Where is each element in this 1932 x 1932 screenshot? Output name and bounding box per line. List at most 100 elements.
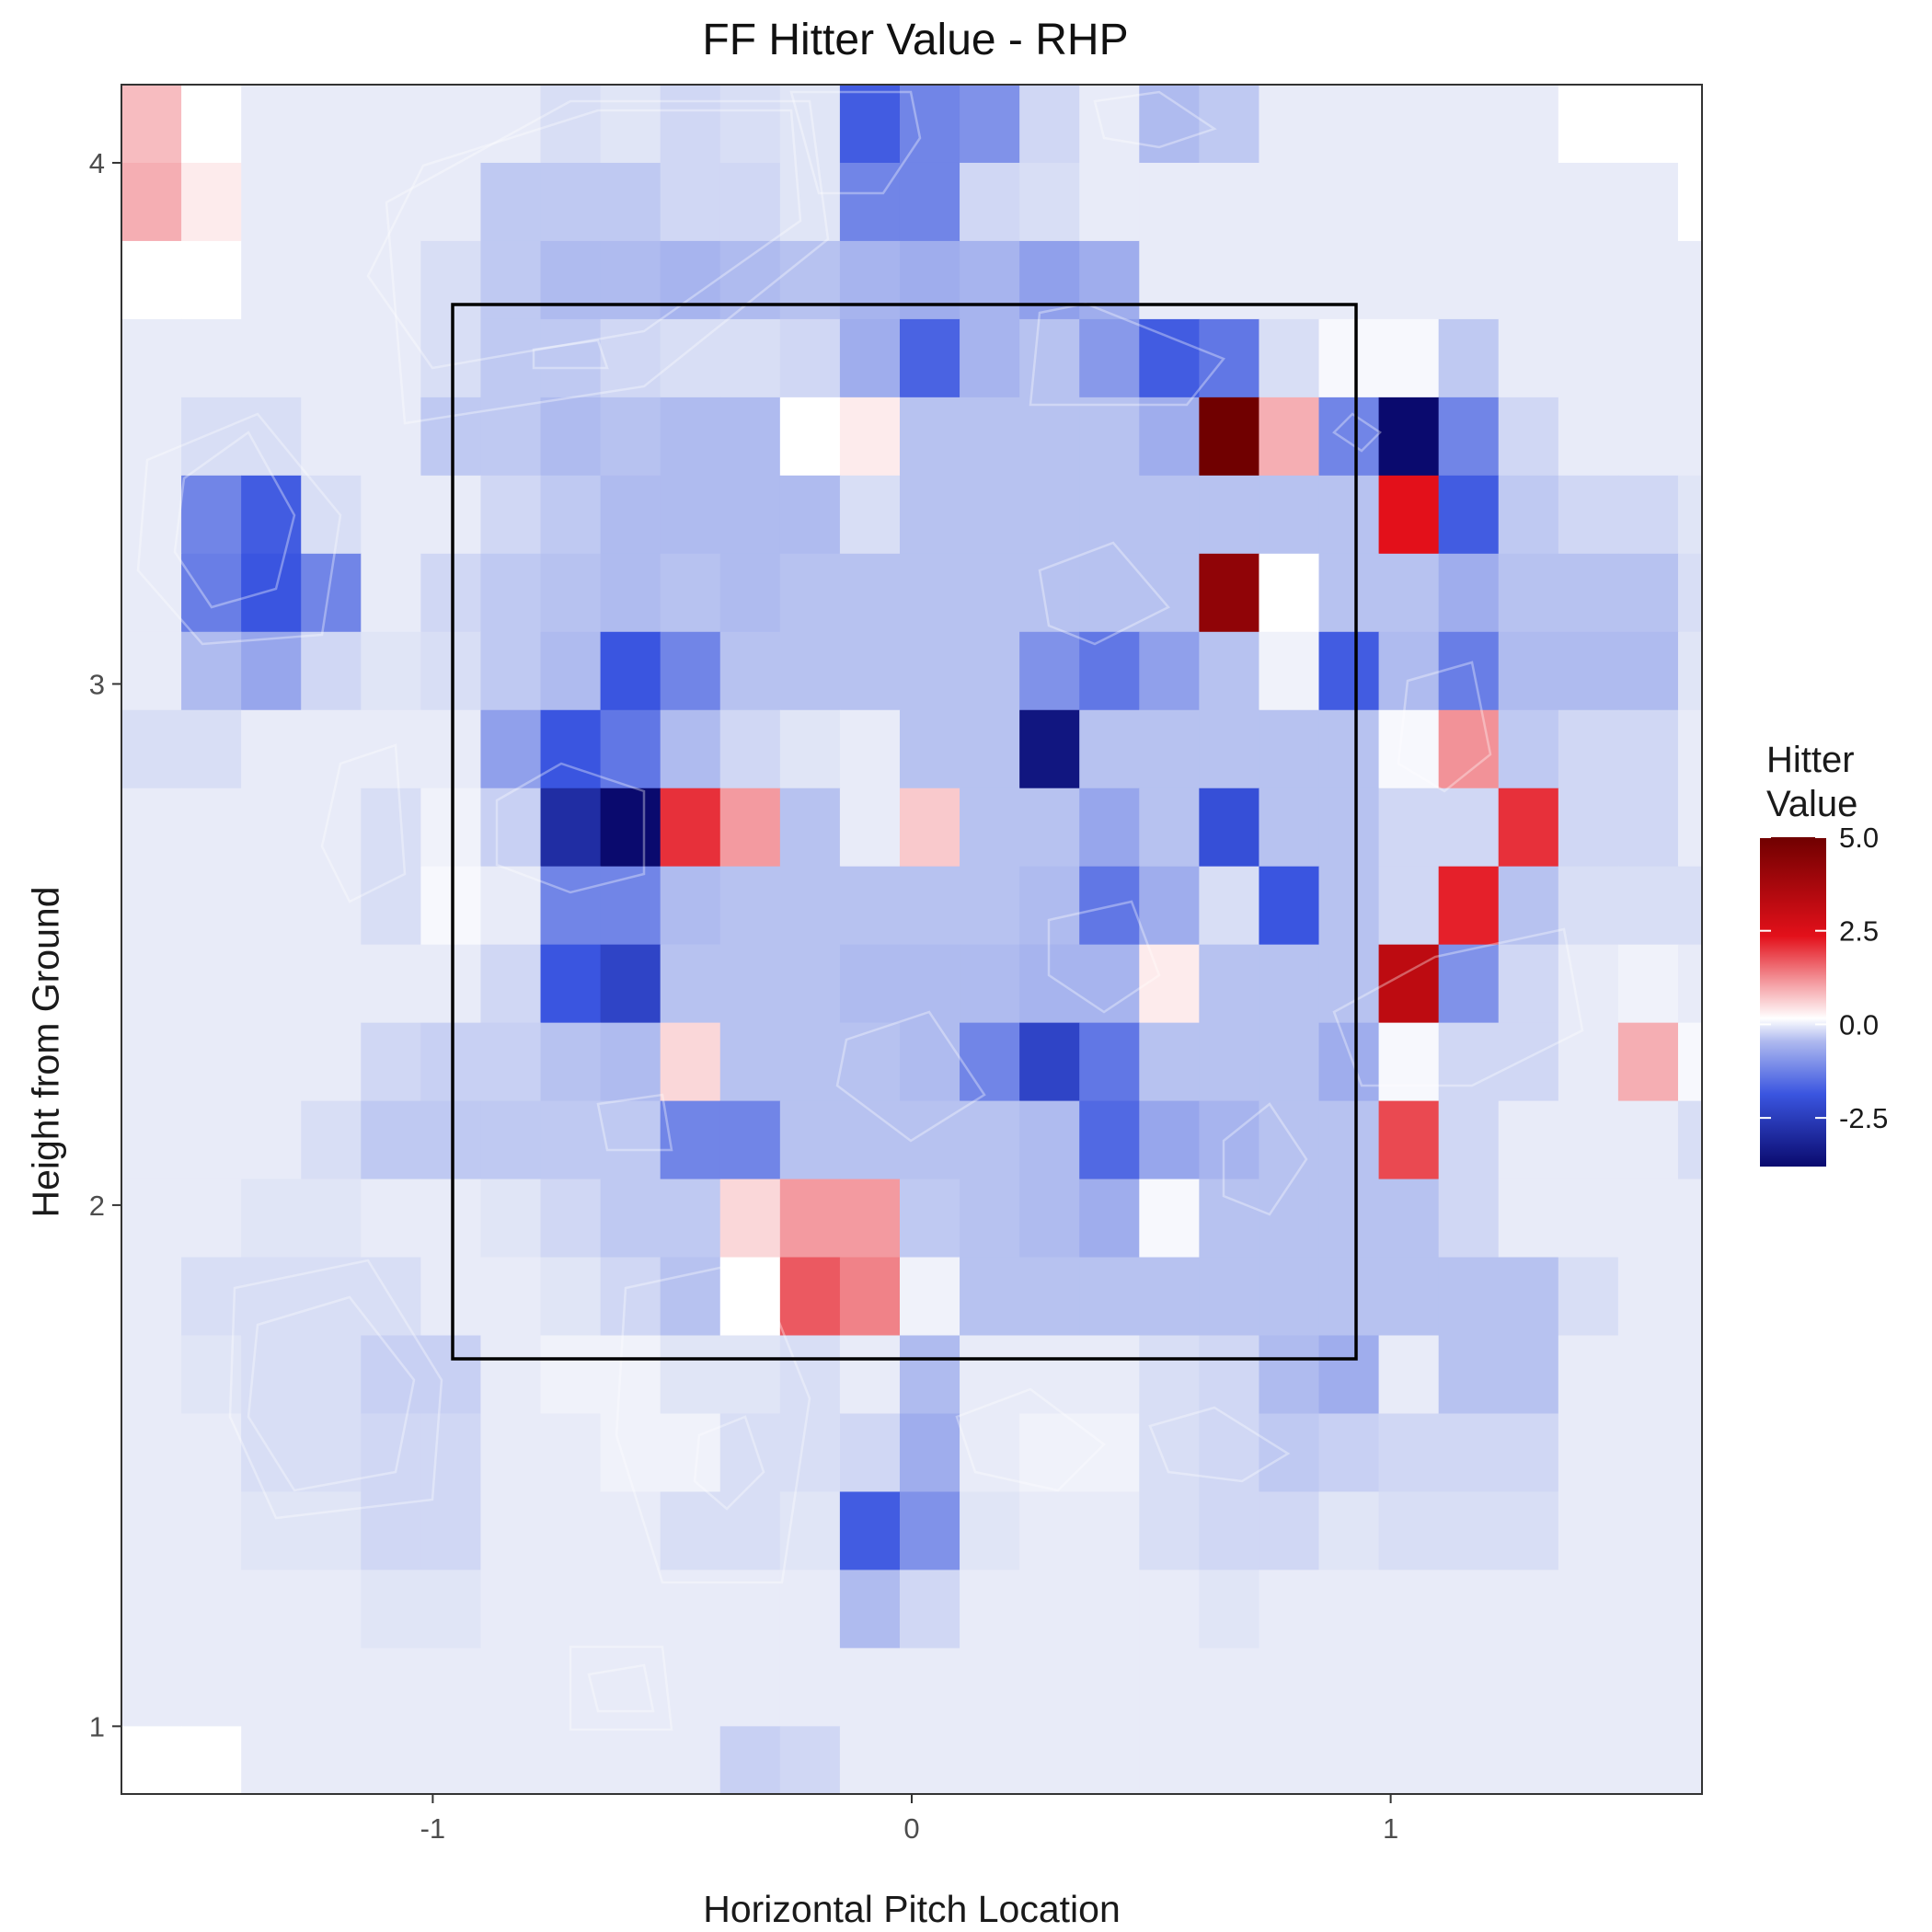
contour-line bbox=[569, 1645, 673, 1731]
heatmap-tile bbox=[301, 1413, 362, 1493]
heatmap-tile bbox=[181, 1257, 242, 1337]
heatmap-tile bbox=[480, 866, 542, 946]
heatmap-tile bbox=[660, 1648, 721, 1727]
heatmap-tile bbox=[960, 866, 1020, 946]
heatmap-tile bbox=[660, 397, 721, 477]
heatmap-tile bbox=[480, 709, 542, 789]
heatmap-tile bbox=[301, 1335, 362, 1415]
heatmap-tile bbox=[960, 1335, 1020, 1415]
heatmap-tile bbox=[121, 1804, 182, 1883]
heatmap-tile bbox=[301, 475, 362, 555]
contour-line bbox=[495, 762, 646, 894]
heatmap-tile bbox=[899, 318, 960, 398]
heatmap-tile bbox=[960, 1100, 1020, 1180]
heatmap-tile bbox=[480, 1648, 542, 1727]
legend-tick-label: -2.5 bbox=[1839, 1102, 1888, 1134]
heatmap-tile bbox=[779, 1335, 841, 1415]
heatmap-tile bbox=[719, 240, 781, 320]
heatmap-tile bbox=[540, 318, 602, 398]
heatmap-tile bbox=[361, 1257, 421, 1337]
heatmap-tile bbox=[1139, 1648, 1200, 1727]
heatmap-tile bbox=[839, 1413, 901, 1493]
heatmap-tile bbox=[480, 162, 542, 242]
heatmap-tile bbox=[1378, 1335, 1440, 1415]
heatmap-tile bbox=[1617, 553, 1679, 633]
heatmap-tile bbox=[779, 788, 841, 868]
heatmap-tile bbox=[1438, 475, 1500, 555]
heatmap-tile bbox=[1498, 1179, 1559, 1259]
heatmap-tile bbox=[899, 553, 960, 633]
heatmap-tile bbox=[1318, 1257, 1380, 1337]
heatmap-tile bbox=[361, 709, 421, 789]
heatmap-tile bbox=[301, 1022, 362, 1102]
heatmap-tile bbox=[1558, 1570, 1619, 1649]
heatmap-tile bbox=[1318, 1413, 1380, 1493]
heatmap-tile bbox=[960, 1804, 1020, 1883]
heatmap-tile bbox=[361, 944, 421, 1024]
heatmap-tile bbox=[241, 397, 302, 477]
heatmap-tile bbox=[1318, 397, 1380, 477]
heatmap-tile bbox=[1079, 1491, 1140, 1571]
heatmap-tile bbox=[1438, 1413, 1500, 1493]
heatmap-tile bbox=[1378, 397, 1440, 477]
heatmap-tile bbox=[600, 1491, 661, 1571]
heatmap-tile bbox=[241, 866, 302, 946]
heatmap-tile bbox=[720, 1804, 781, 1883]
heatmap-tile bbox=[660, 1413, 721, 1493]
heatmap-tile bbox=[121, 318, 182, 398]
heatmap-tile bbox=[600, 866, 661, 946]
heatmap-tile bbox=[660, 553, 721, 633]
heatmap-tile bbox=[1498, 1335, 1559, 1415]
heatmap-tile bbox=[960, 318, 1020, 398]
heatmap-tile bbox=[1438, 240, 1500, 320]
heatmap-tile bbox=[361, 631, 421, 711]
heatmap-tile bbox=[1558, 85, 1619, 164]
heatmap-tile bbox=[1199, 1726, 1260, 1794]
heatmap-tile bbox=[1199, 1022, 1260, 1102]
heatmap-tile bbox=[960, 162, 1020, 242]
heatmap-tile bbox=[779, 553, 841, 633]
heatmap-tile bbox=[600, 240, 661, 320]
heatmap-tile bbox=[1438, 1022, 1500, 1102]
heatmap-tile bbox=[600, 85, 661, 164]
heatmap-tile bbox=[660, 1335, 721, 1415]
heatmap-tile bbox=[1079, 1570, 1140, 1649]
heatmap-tile bbox=[1079, 866, 1140, 946]
heatmap-tile bbox=[1318, 866, 1380, 946]
heatmap-tile bbox=[1259, 1491, 1320, 1571]
heatmap-tile bbox=[1139, 240, 1200, 320]
heatmap-tile bbox=[1617, 1179, 1679, 1259]
heatmap-tile bbox=[1079, 1100, 1140, 1180]
heatmap-tile bbox=[1318, 240, 1380, 320]
heatmap-tile bbox=[719, 553, 781, 633]
heatmap-tile bbox=[181, 240, 242, 320]
contour-line bbox=[1148, 1406, 1291, 1483]
heatmap-tile bbox=[241, 1570, 302, 1649]
heatmap-tile bbox=[1617, 1726, 1679, 1794]
heatmap-tile bbox=[839, 1179, 901, 1259]
heatmap-tile bbox=[1677, 240, 1702, 320]
heatmap-tile bbox=[1558, 1726, 1619, 1794]
heatmap-tile bbox=[1677, 1100, 1702, 1180]
heatmap-tile bbox=[480, 1570, 542, 1649]
heatmap-tile bbox=[181, 1804, 242, 1883]
heatmap-tile bbox=[660, 162, 721, 242]
heatmap-tile bbox=[480, 631, 542, 711]
heatmap-tile bbox=[1438, 866, 1500, 946]
heatmap-tile bbox=[121, 162, 182, 242]
heatmap-tile bbox=[1438, 1179, 1500, 1259]
heatmap-tile bbox=[1499, 1804, 1559, 1883]
heatmap-tile bbox=[1199, 944, 1260, 1024]
heatmap-tile bbox=[1677, 1022, 1702, 1102]
heatmap-tile bbox=[660, 1570, 721, 1649]
contour-line bbox=[587, 1663, 655, 1713]
contour-line bbox=[1093, 90, 1217, 149]
heatmap-tile bbox=[301, 1100, 362, 1180]
heatmap-tile bbox=[719, 866, 781, 946]
heatmap-tile bbox=[181, 944, 242, 1024]
heatmap-tile bbox=[1318, 475, 1380, 555]
heatmap-tile bbox=[301, 240, 362, 320]
heatmap-tile bbox=[779, 944, 841, 1024]
heatmap-tile bbox=[600, 1648, 661, 1727]
contour-line bbox=[228, 1259, 443, 1520]
